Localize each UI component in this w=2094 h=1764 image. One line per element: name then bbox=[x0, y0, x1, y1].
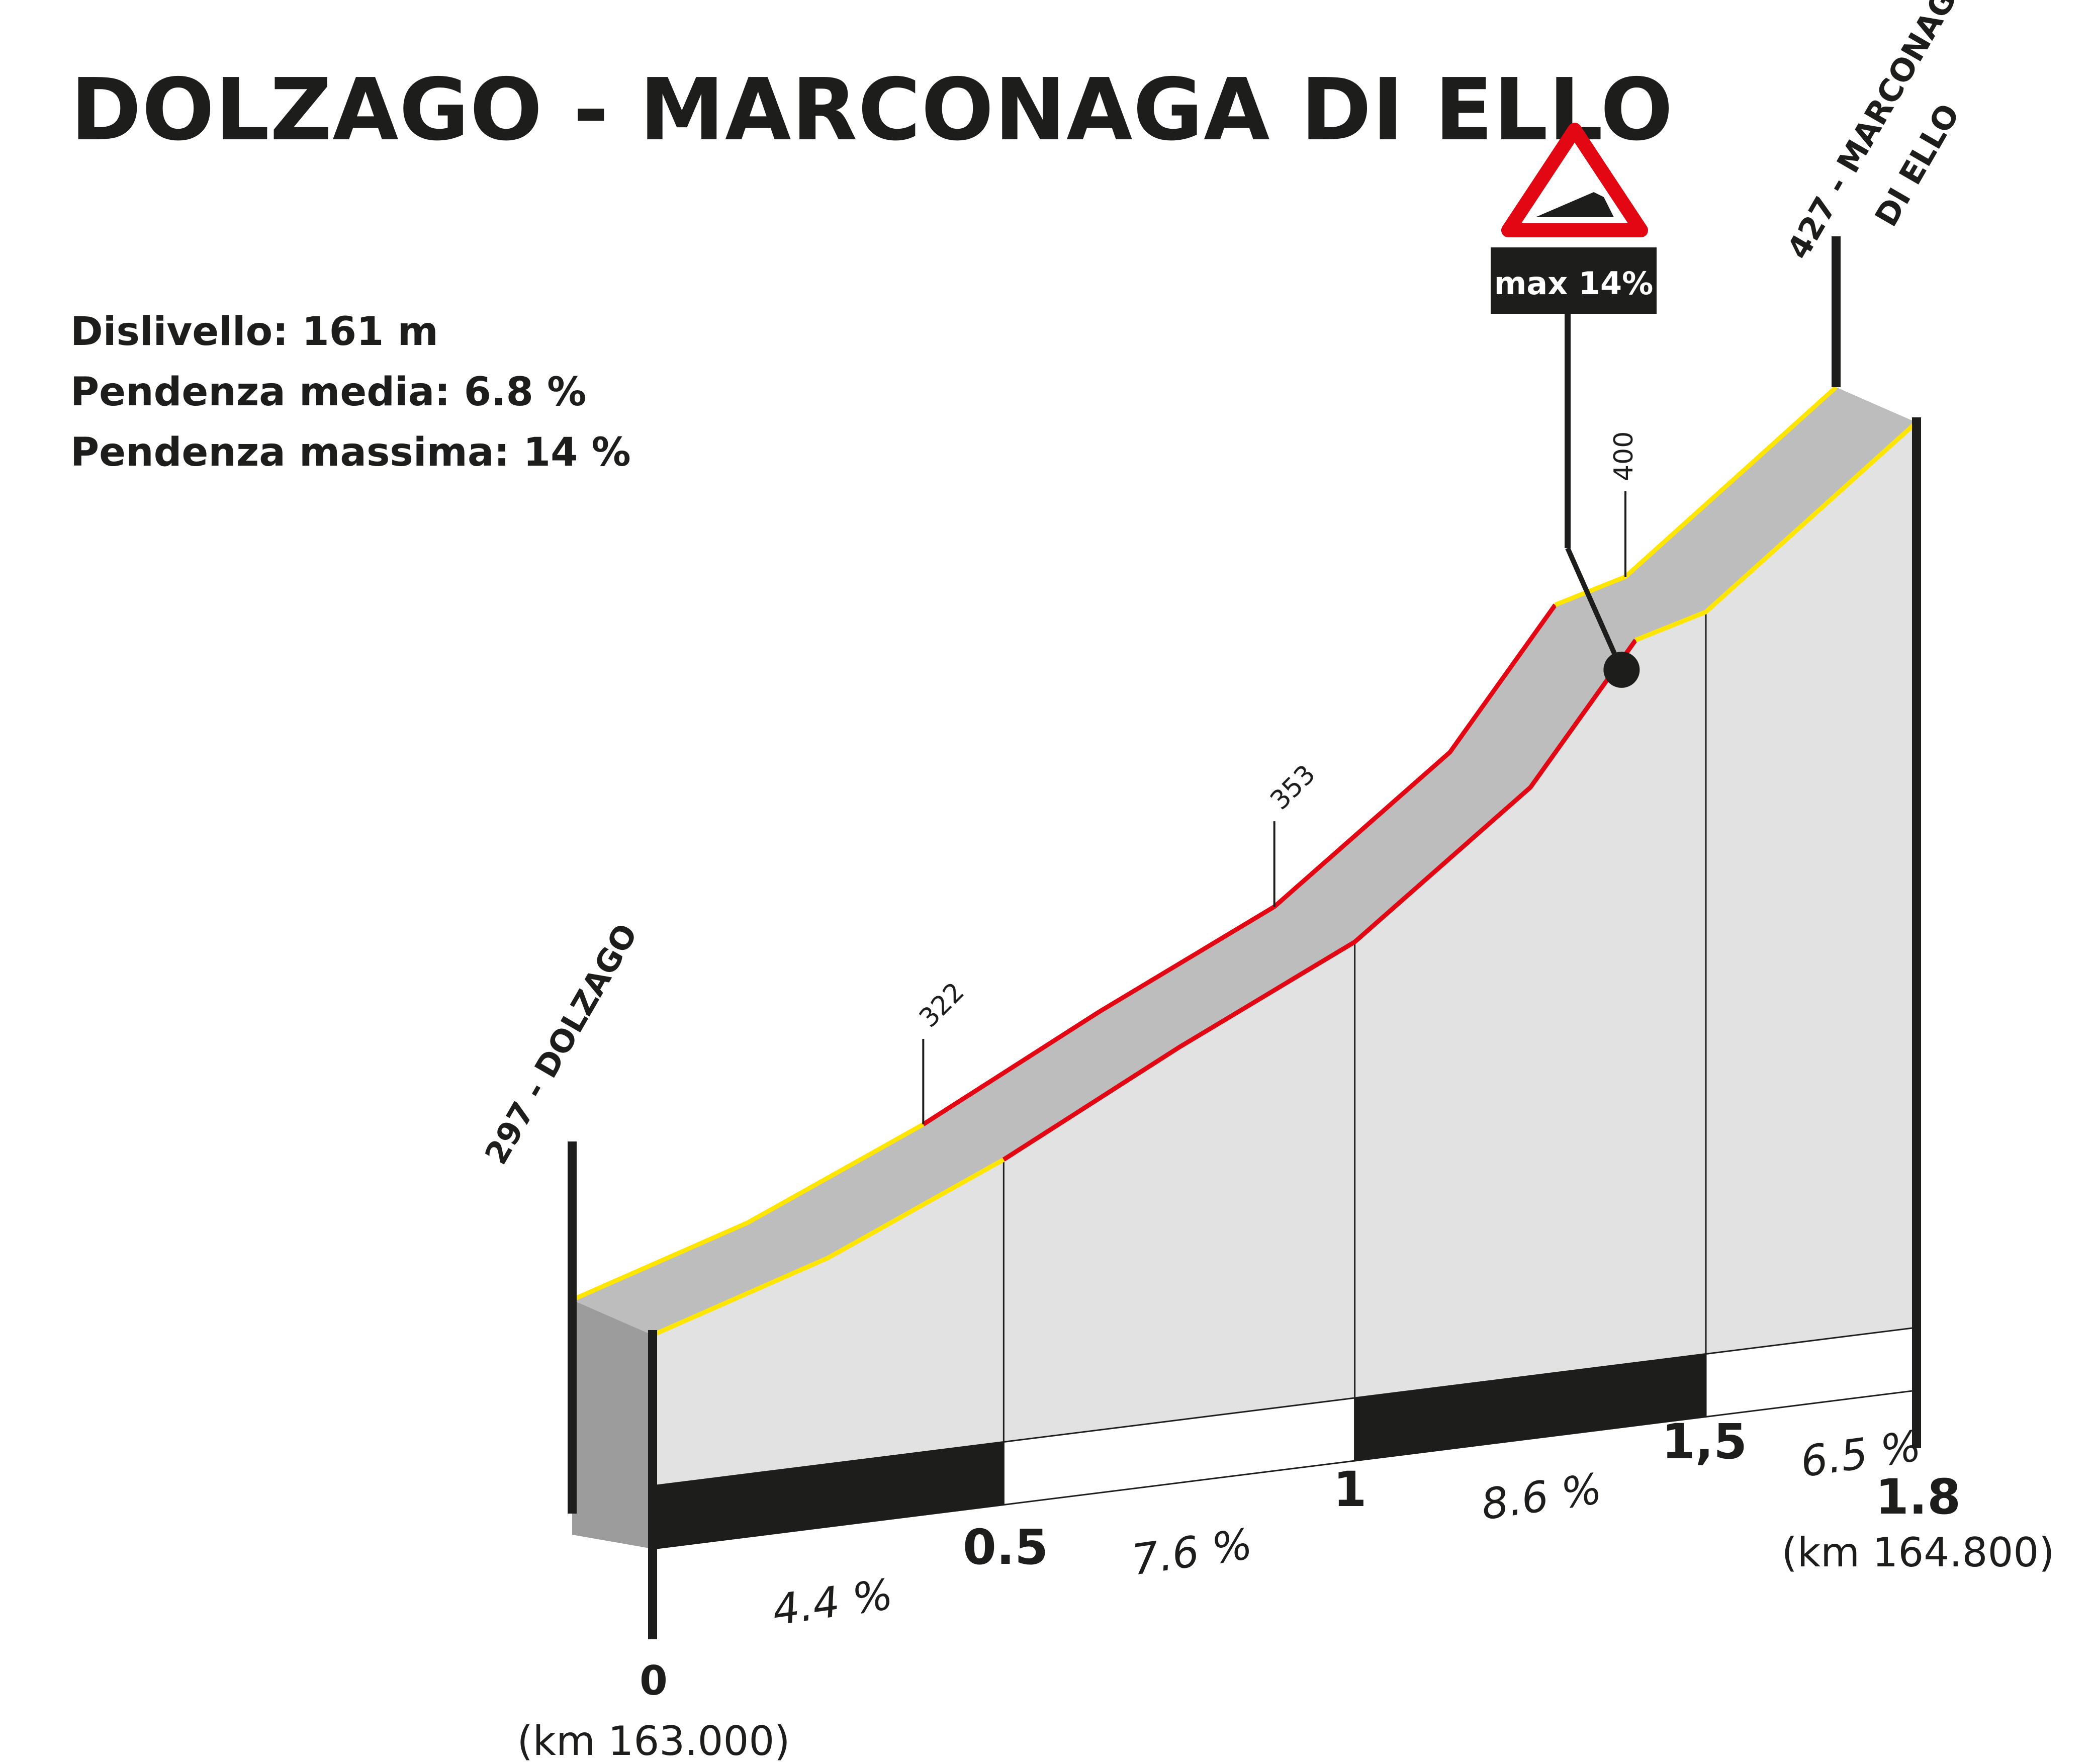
chart-title: DOLZAGO - MARCONAGA DI ELLO bbox=[70, 60, 1674, 160]
profile-segment-1 bbox=[653, 1159, 1004, 1486]
profile-segment-3 bbox=[1354, 611, 1706, 1398]
profile-front-face bbox=[653, 422, 1917, 1486]
x-tick-label: 0 bbox=[640, 1657, 668, 1704]
back-edge-hard-2 bbox=[922, 603, 1557, 1126]
x-tick-label: 1 bbox=[1333, 1461, 1367, 1518]
gradient-label: 7.6 % bbox=[1129, 1519, 1255, 1584]
profile-side-face bbox=[572, 1300, 653, 1549]
max-gradient-point bbox=[1603, 651, 1640, 688]
finish-km-label: (km 164.800) bbox=[1782, 1529, 2055, 1576]
altitude-marker-label: 400 bbox=[1609, 431, 1639, 481]
front-edge-hard-2 bbox=[1002, 639, 1637, 1162]
average-gradient-stat: Pendenza media: 6.8 % bbox=[70, 370, 587, 415]
altitude-marker-label: 322 bbox=[914, 977, 970, 1034]
max-gradient-sign: max 14% bbox=[1491, 123, 1657, 688]
altitude-marker-label: 353 bbox=[1264, 759, 1321, 816]
steep-slope-icon bbox=[1535, 192, 1614, 217]
climb-stats: Dislivello: 161 m Pendenza media: 6.8 % … bbox=[70, 302, 631, 483]
x-tick-label: 1.8 bbox=[1875, 1469, 1961, 1525]
start-finish-posts bbox=[568, 236, 1921, 1639]
profile-top-surface bbox=[572, 387, 1917, 1335]
gradient-label: 8.6 % bbox=[1478, 1464, 1604, 1529]
start-km-label: (km 163.000) bbox=[517, 1718, 790, 1764]
x-tick-label: 1,5 bbox=[1662, 1414, 1747, 1470]
difficulty-lines bbox=[571, 385, 1919, 1338]
back-edge-easy-3 bbox=[1554, 385, 1838, 607]
front-edge-easy-1 bbox=[652, 1158, 1005, 1338]
profile-top-band bbox=[572, 387, 1917, 1549]
max-gradient-plate bbox=[1491, 247, 1657, 314]
profile-segment-2 bbox=[1004, 942, 1355, 1442]
distance-base-strip bbox=[652, 1327, 1918, 1550]
elevation-gain-stat: Dislivello: 161 m bbox=[70, 309, 438, 355]
front-edge-easy-3 bbox=[1634, 420, 1919, 642]
profile-segment-4 bbox=[1706, 422, 1917, 1354]
max-gradient-text: max 14% bbox=[1494, 265, 1653, 302]
back-edge-easy-1 bbox=[571, 1122, 925, 1302]
start-label-text: 297 - DOLZAGO bbox=[478, 918, 645, 1171]
sign-leader-line bbox=[1565, 547, 1624, 671]
start-label: 297 - DOLZAGO bbox=[478, 918, 645, 1171]
max-gradient-stat: Pendenza massima: 14 % bbox=[70, 430, 631, 475]
gradient-label: 4.4 % bbox=[769, 1569, 895, 1635]
x-tick-label: 0.5 bbox=[963, 1519, 1048, 1575]
